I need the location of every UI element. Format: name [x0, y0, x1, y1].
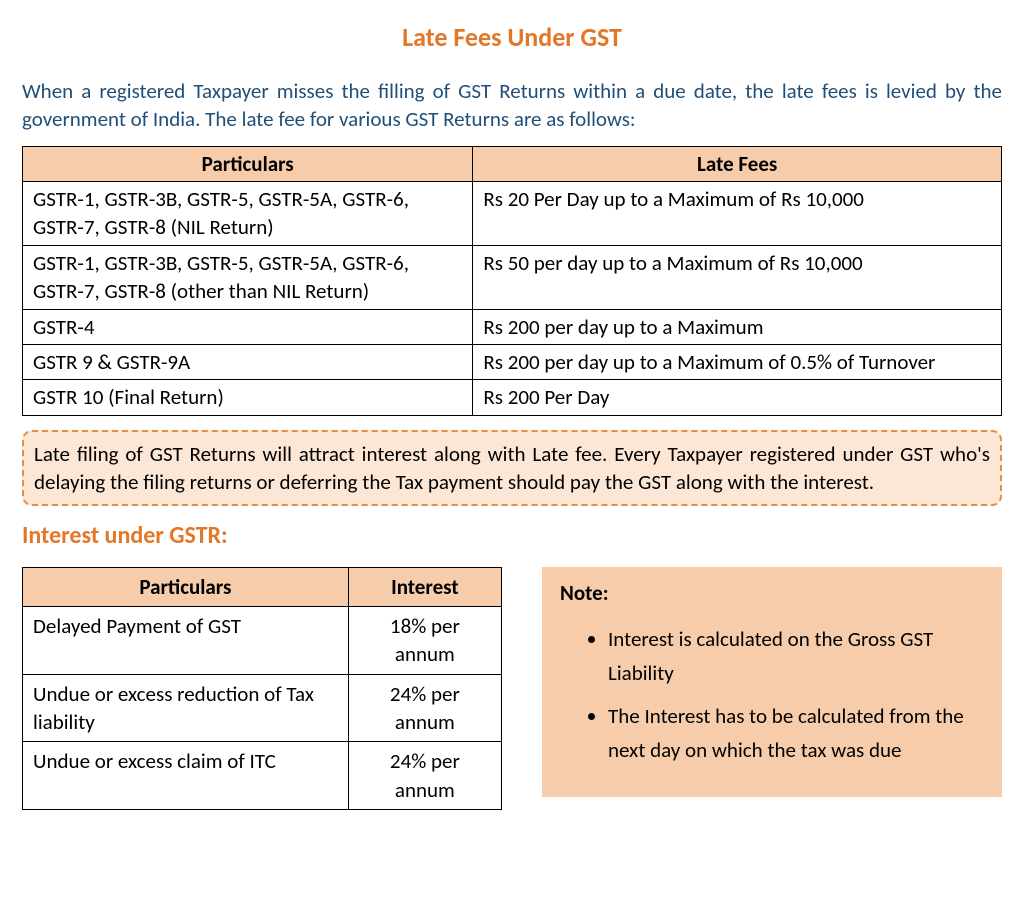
table-row: GSTR-1, GSTR-3B, GSTR-5, GSTR-5A, GSTR-6… [23, 182, 1002, 246]
note-box: Note: Interest is calculated on the Gros… [542, 567, 1002, 798]
intro-paragraph: When a registered Taxpayer misses the fi… [22, 77, 1002, 134]
note-item: The Interest has to be calculated from t… [608, 700, 984, 767]
table-cell: GSTR 10 (Final Return) [23, 380, 473, 415]
table-cell: Rs 20 Per Day up to a Maximum of Rs 10,0… [473, 182, 1002, 246]
table-cell: GSTR-1, GSTR-3B, GSTR-5, GSTR-5A, GSTR-6… [23, 182, 473, 246]
table-cell: 24% per annum [348, 674, 501, 742]
late-fees-table: Particulars Late Fees GSTR-1, GSTR-3B, G… [22, 146, 1002, 416]
col-header-particulars: Particulars [23, 567, 349, 606]
interest-tbody: Delayed Payment of GST18% per annumUndue… [23, 606, 502, 809]
table-cell: GSTR-1, GSTR-3B, GSTR-5, GSTR-5A, GSTR-6… [23, 245, 473, 309]
page-title: Late Fees Under GST [22, 20, 1002, 55]
table-cell: Undue or excess claim of ITC [23, 742, 349, 810]
interest-table: Particulars Interest Delayed Payment of … [22, 567, 502, 810]
table-cell: 24% per annum [348, 742, 501, 810]
table-row: GSTR-4Rs 200 per day up to a Maximum [23, 309, 1002, 344]
table-row: Delayed Payment of GST18% per annum [23, 606, 502, 674]
callout-box: Late filing of GST Returns will attract … [22, 430, 1002, 507]
table-row: Undue or excess reduction of Tax liabili… [23, 674, 502, 742]
table-row: GSTR-1, GSTR-3B, GSTR-5, GSTR-5A, GSTR-6… [23, 245, 1002, 309]
table-row: GSTR 9 & GSTR-9ARs 200 per day up to a M… [23, 344, 1002, 379]
table-cell: Rs 200 Per Day [473, 380, 1002, 415]
col-header-particulars: Particulars [23, 146, 473, 181]
table-header-row: Particulars Interest [23, 567, 502, 606]
callout-text: Late filing of GST Returns will attract … [34, 441, 990, 495]
table-cell: Delayed Payment of GST [23, 606, 349, 674]
table-cell: Rs 200 per day up to a Maximum of 0.5% o… [473, 344, 1002, 379]
interest-subheading: Interest under GSTR: [22, 520, 1002, 552]
table-cell: 18% per annum [348, 606, 501, 674]
table-header-row: Particulars Late Fees [23, 146, 1002, 181]
table-row: Undue or excess claim of ITC24% per annu… [23, 742, 502, 810]
table-cell: Undue or excess reduction of Tax liabili… [23, 674, 349, 742]
table-cell: Rs 50 per day up to a Maximum of Rs 10,0… [473, 245, 1002, 309]
note-item: Interest is calculated on the Gross GST … [608, 623, 984, 690]
table-cell: GSTR 9 & GSTR-9A [23, 344, 473, 379]
table-row: GSTR 10 (Final Return)Rs 200 Per Day [23, 380, 1002, 415]
col-header-interest: Interest [348, 567, 501, 606]
bottom-row: Particulars Interest Delayed Payment of … [22, 567, 1002, 810]
late-fees-tbody: GSTR-1, GSTR-3B, GSTR-5, GSTR-5A, GSTR-6… [23, 182, 1002, 415]
note-list: Interest is calculated on the Gross GST … [560, 623, 984, 767]
note-label: Note: [560, 579, 984, 607]
table-cell: Rs 200 per day up to a Maximum [473, 309, 1002, 344]
table-cell: GSTR-4 [23, 309, 473, 344]
col-header-late-fees: Late Fees [473, 146, 1002, 181]
